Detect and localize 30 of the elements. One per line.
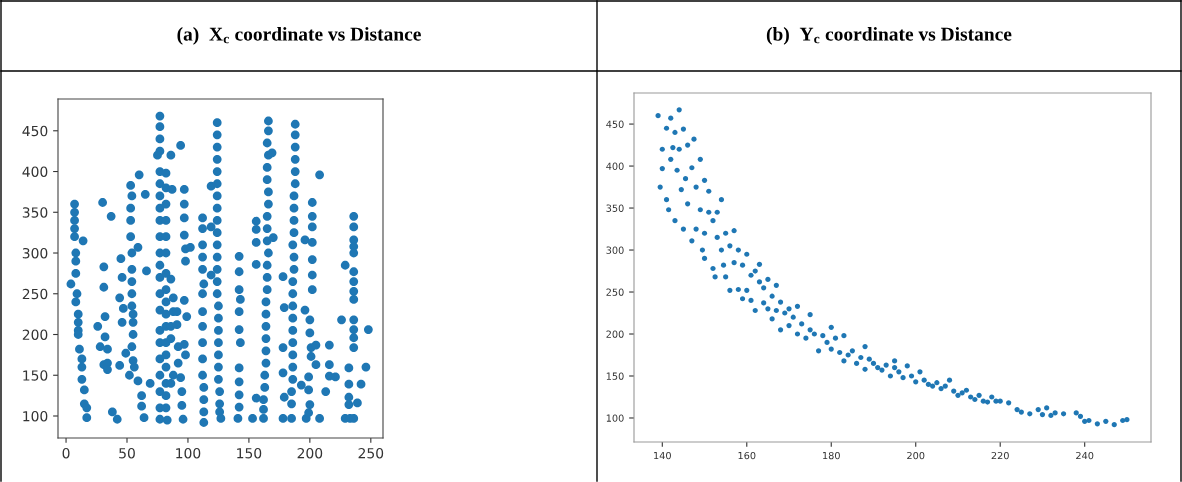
x-tick-label: 250 — [358, 447, 384, 459]
y-tick-label: 100 — [606, 414, 624, 422]
x-tick-label: 150 — [237, 447, 262, 459]
x-tick-label: 200 — [907, 451, 925, 460]
y-tick-label: 300 — [606, 246, 624, 254]
y-tick-label: 450 — [22, 125, 48, 137]
x-tick-label: 160 — [738, 451, 756, 460]
x-tick-label: 140 — [654, 451, 671, 460]
y-tick-label: 300 — [22, 247, 48, 259]
x-tick-label: 50 — [119, 447, 135, 459]
chart-title: (b) Y$_{c}$ coordinate vs Distance — [766, 27, 1012, 45]
y-tick-label: 150 — [23, 370, 48, 381]
y-tick-label: 250 — [22, 288, 48, 300]
y-tick-label: 200 — [606, 330, 624, 338]
x-tick-label: 240 — [1076, 451, 1094, 460]
x-tick-label: 200 — [297, 447, 323, 459]
y-tick-label: 100 — [23, 410, 48, 422]
x-tick-label: 100 — [176, 447, 201, 459]
y-tick-label: 250 — [606, 288, 624, 296]
y-tick-label: 450 — [606, 120, 624, 128]
y-tick-label: 400 — [22, 166, 48, 177]
y-tick-label: 350 — [22, 207, 48, 218]
x-tick-label: 180 — [823, 451, 840, 460]
y-tick-label: 200 — [22, 329, 48, 340]
x-tick-label: 220 — [991, 451, 1009, 460]
y-tick-label: 400 — [606, 162, 624, 170]
y-tick-label: 150 — [606, 372, 624, 380]
x-tick-label: 0 — [62, 447, 70, 459]
chart-title: (a) X$_{c}$ coordinate vs Distance — [177, 27, 421, 45]
y-tick-label: 350 — [606, 204, 624, 212]
